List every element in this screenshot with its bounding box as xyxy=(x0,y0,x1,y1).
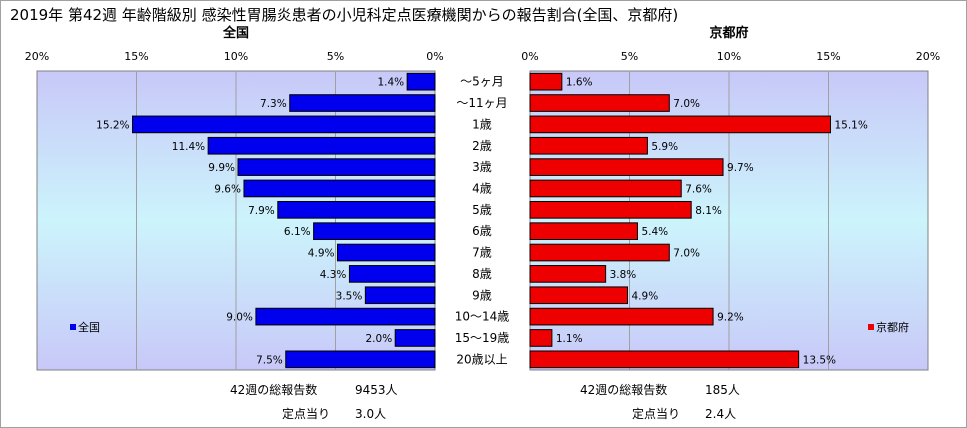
kyoto-data-label: 7.0% xyxy=(673,98,700,110)
kyoto-data-label: 9.7% xyxy=(727,162,754,174)
nation-data-label: 6.1% xyxy=(284,226,311,238)
nation-legend-swatch xyxy=(70,324,76,330)
category-label: 6歳 xyxy=(472,224,492,238)
nation-data-label: 4.3% xyxy=(320,269,347,281)
nation-total-value: 9453人 xyxy=(355,383,398,397)
category-label: 10～14歳 xyxy=(455,310,510,324)
nation-legend-label: 全国 xyxy=(78,320,100,334)
nation-bar xyxy=(237,158,436,176)
kyoto-total-value: 185人 xyxy=(705,383,740,397)
nation-tick-label: 10% xyxy=(224,50,248,63)
kyoto-bar xyxy=(529,200,692,219)
kyoto-data-label: 5.4% xyxy=(641,226,668,238)
nation-bar xyxy=(132,115,436,134)
kyoto-tick-label: 5% xyxy=(621,50,638,63)
kyoto-legend-swatch xyxy=(868,324,874,330)
nation-data-label: 9.9% xyxy=(208,162,235,174)
nation-tick-label: 15% xyxy=(124,50,148,63)
nation-data-label: 4.9% xyxy=(308,248,335,260)
kyoto-data-label: 15.1% xyxy=(834,119,867,131)
category-label: ～11ヶ月 xyxy=(456,96,507,110)
kyoto-bar xyxy=(529,115,831,134)
nation-bar xyxy=(255,307,436,326)
kyoto-bar xyxy=(529,72,563,91)
kyoto-data-label: 13.5% xyxy=(803,354,836,366)
kyoto-tick-label: 15% xyxy=(816,50,840,63)
nation-per-value: 3.0人 xyxy=(355,407,386,421)
nation-bar xyxy=(336,243,436,262)
kyoto-bar xyxy=(529,243,670,262)
category-label: 2歳 xyxy=(472,139,492,153)
kyoto-tick-label: 20% xyxy=(916,50,940,63)
category-label: 20歳以上 xyxy=(456,352,507,366)
nation-bar xyxy=(348,265,436,283)
nation-data-label: 7.3% xyxy=(260,98,287,110)
kyoto-data-label: 7.0% xyxy=(673,248,700,260)
category-label: 8歳 xyxy=(472,267,492,281)
kyoto-data-label: 7.6% xyxy=(685,183,712,195)
kyoto-data-label: 3.8% xyxy=(610,269,637,281)
kyoto-bar xyxy=(529,307,714,326)
nation-data-label: 1.4% xyxy=(377,77,404,89)
nation-bar xyxy=(406,72,436,91)
kyoto-legend-label: 京都府 xyxy=(876,320,909,334)
nation-bar xyxy=(277,200,436,219)
nation-data-label: 7.9% xyxy=(248,205,275,217)
kyoto-bar xyxy=(529,286,629,305)
kyoto-tick-label: 0% xyxy=(521,50,538,63)
kyoto-per-label: 定点当り xyxy=(632,406,680,421)
category-label: 3歳 xyxy=(472,160,492,174)
category-label: 5歳 xyxy=(472,203,492,217)
category-label: 1歳 xyxy=(472,117,492,131)
category-label: 9歳 xyxy=(472,288,492,302)
nation-data-label: 2.0% xyxy=(366,333,393,345)
nation-total-label: 42週の総報告数 xyxy=(230,382,317,397)
nation-bar xyxy=(289,94,436,112)
chart-title: 2019年 第42週 年齢階級別 感染性胃腸炎患者の小児科定点医療機関からの報告… xyxy=(10,6,678,24)
nation-per-label: 定点当り xyxy=(282,406,330,421)
kyoto-bar xyxy=(529,222,638,241)
kyoto-bar xyxy=(529,94,670,112)
nation-bar xyxy=(285,350,436,369)
kyoto-data-label: 1.1% xyxy=(556,333,583,345)
nation-data-label: 3.5% xyxy=(336,290,363,302)
kyoto-data-label: 5.9% xyxy=(651,141,678,153)
kyoto-bar xyxy=(529,350,800,369)
nation-data-label: 9.0% xyxy=(226,312,253,324)
nation-tick-label: 20% xyxy=(25,50,49,63)
kyoto-bar xyxy=(529,158,724,176)
category-label: 15～19歳 xyxy=(455,331,510,345)
kyoto-data-label: 9.2% xyxy=(717,312,744,324)
kyoto-data-label: 8.1% xyxy=(695,205,722,217)
nation-bar xyxy=(364,286,436,305)
kyoto-data-label: 4.9% xyxy=(632,290,659,302)
category-label: ～5ヶ月 xyxy=(460,75,504,89)
nation-bar xyxy=(313,222,436,241)
nation-tick-label: 5% xyxy=(327,50,344,63)
nation-tick-label: 0% xyxy=(426,50,443,63)
nation-bar xyxy=(207,136,436,155)
kyoto-bar xyxy=(529,265,607,283)
nation-data-label: 9.6% xyxy=(214,183,241,195)
nation-bar xyxy=(243,179,436,198)
kyoto-tick-label: 10% xyxy=(717,50,741,63)
kyoto-panel-title: 京都府 xyxy=(709,25,748,41)
category-label: 7歳 xyxy=(472,246,492,260)
kyoto-bar xyxy=(529,136,648,155)
category-label: 4歳 xyxy=(472,181,492,195)
kyoto-bar xyxy=(529,329,553,347)
nation-bar xyxy=(394,329,436,347)
kyoto-data-label: 1.6% xyxy=(566,77,593,89)
kyoto-bar xyxy=(529,179,682,198)
nation-panel-title: 全国 xyxy=(222,25,249,41)
nation-data-label: 15.2% xyxy=(96,119,129,131)
kyoto-total-label: 42週の総報告数 xyxy=(580,382,667,397)
nation-data-label: 11.4% xyxy=(172,141,205,153)
nation-data-label: 7.5% xyxy=(256,354,283,366)
kyoto-per-value: 2.4人 xyxy=(705,407,736,421)
